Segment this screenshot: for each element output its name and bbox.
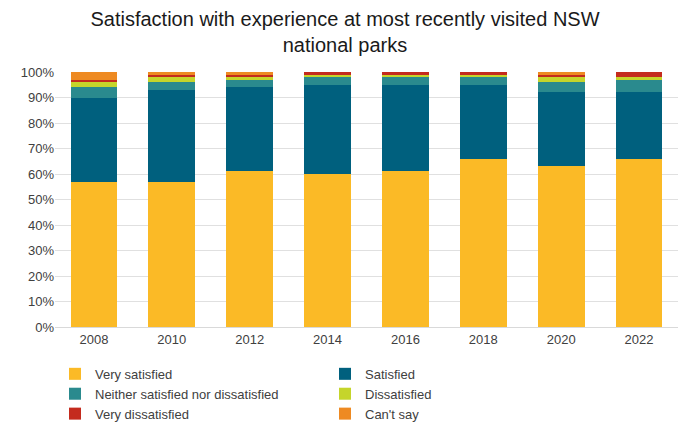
- svg-text:Satisfaction with experience a: Satisfaction with experience at most rec…: [90, 8, 599, 56]
- svg-text:20%: 20%: [28, 269, 54, 284]
- svg-text:2018: 2018: [469, 332, 498, 347]
- svg-text:Very satisfied: Very satisfied: [95, 367, 172, 382]
- svg-text:100%: 100%: [21, 65, 55, 80]
- svg-text:0%: 0%: [35, 320, 54, 335]
- svg-text:10%: 10%: [28, 294, 54, 309]
- svg-text:2012: 2012: [235, 332, 264, 347]
- svg-text:2014: 2014: [313, 332, 342, 347]
- svg-text:80%: 80%: [28, 116, 54, 131]
- svg-text:60%: 60%: [28, 167, 54, 182]
- svg-text:Satisfied: Satisfied: [365, 367, 415, 382]
- svg-text:Can't say: Can't say: [365, 407, 419, 422]
- svg-text:2016: 2016: [391, 332, 420, 347]
- svg-text:90%: 90%: [28, 90, 54, 105]
- svg-text:2008: 2008: [79, 332, 108, 347]
- svg-text:Dissatisfied: Dissatisfied: [365, 387, 431, 402]
- svg-text:70%: 70%: [28, 141, 54, 156]
- svg-text:2022: 2022: [625, 332, 654, 347]
- svg-text:Neither satisfied nor dissatis: Neither satisfied nor dissatisfied: [95, 387, 279, 402]
- svg-text:2020: 2020: [547, 332, 576, 347]
- svg-text:40%: 40%: [28, 218, 54, 233]
- svg-text:Very dissatisfied: Very dissatisfied: [95, 407, 189, 422]
- svg-text:2010: 2010: [157, 332, 186, 347]
- svg-text:30%: 30%: [28, 243, 54, 258]
- svg-text:50%: 50%: [28, 192, 54, 207]
